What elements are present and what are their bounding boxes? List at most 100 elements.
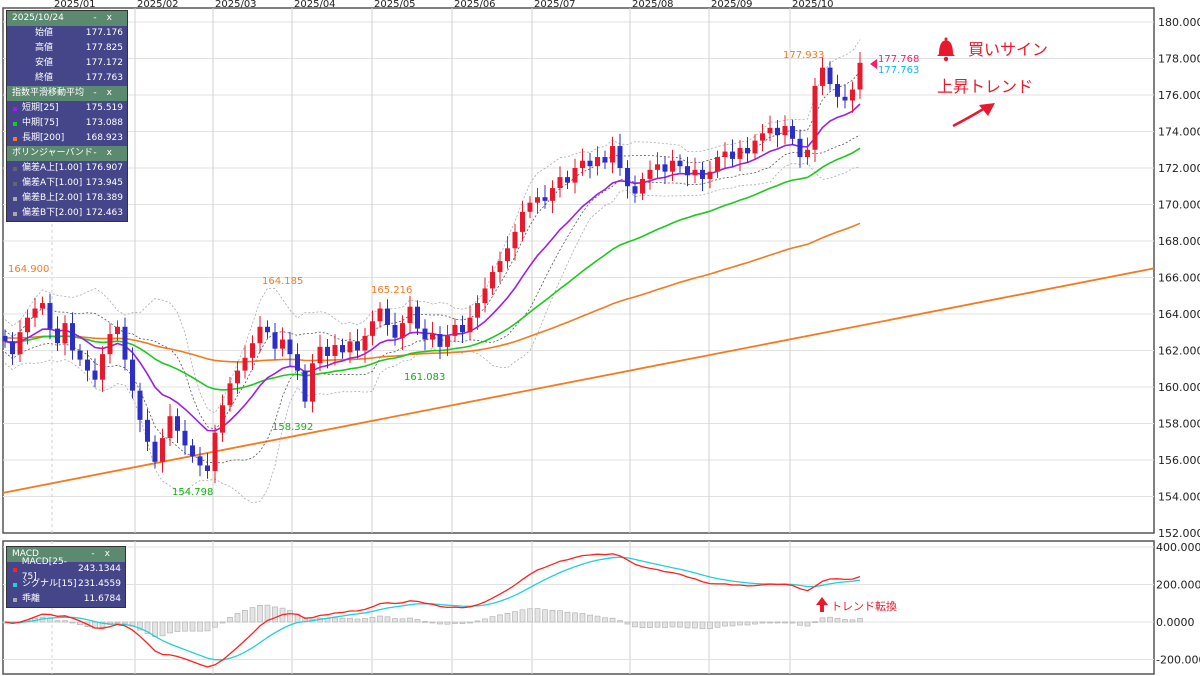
candle [790, 119, 795, 146]
candle-body [602, 157, 608, 163]
candle-body [587, 160, 593, 167]
row-label: シグナル[15] [13, 577, 76, 592]
row-value: 173.945 [85, 178, 123, 188]
macd-histogram-bar [122, 621, 128, 624]
candle-body [632, 186, 638, 194]
candle-body [280, 339, 285, 349]
macd-histogram-bar [677, 621, 683, 628]
candle-body [715, 157, 720, 172]
close-button[interactable]: x [106, 148, 122, 158]
row-label-text: MACD[25-75] [21, 556, 67, 582]
candle [400, 315, 405, 350]
macd-histogram-bar [684, 621, 691, 629]
macd-histogram-bar [264, 604, 271, 623]
close-button[interactable]: x [106, 88, 122, 98]
candle [62, 315, 68, 356]
macd-histogram-bar [662, 621, 668, 628]
candle-body [700, 169, 705, 179]
trend-arrow-head [979, 103, 995, 116]
ema-row: 短期[25] 175.519 [7, 101, 127, 116]
macd-histogram-bar [354, 618, 361, 623]
x-month-label: 2025/01 [54, 0, 96, 10]
macd-y-tick-label: 0.0000 [1156, 616, 1195, 629]
candle-body [47, 303, 53, 329]
candle-body [737, 147, 743, 159]
candle [422, 319, 428, 351]
candle-body [160, 438, 165, 462]
candle-body [422, 328, 428, 340]
macd-histogram-bar [189, 621, 196, 632]
y-tick-label: 172.000 [1158, 162, 1200, 175]
candle-body [407, 306, 413, 324]
candle [752, 134, 758, 160]
candle [77, 344, 83, 367]
minimize-button[interactable]: - [93, 88, 107, 98]
candle [692, 157, 698, 184]
candle [467, 305, 473, 341]
candle-body [850, 89, 855, 101]
macd-panel: MACD -x MACD[25-75] 243.1344 シグナル[15] 231.4… [6, 546, 126, 608]
candle-body [190, 445, 195, 457]
candle [460, 315, 465, 344]
macd-histogram-bar [767, 621, 773, 624]
macd-histogram-bar [849, 619, 856, 623]
candle [280, 327, 285, 357]
macd-histogram-bar [339, 618, 346, 623]
candle [820, 56, 825, 96]
candle-body [475, 303, 480, 318]
candle [700, 161, 705, 192]
candle-body [625, 168, 630, 187]
candle [175, 408, 180, 444]
macd-histogram-bar [242, 609, 248, 623]
candle [347, 332, 353, 364]
row-label-text: 偏差A下[1.00] [22, 178, 83, 188]
candle-body [317, 346, 323, 364]
close-button[interactable]: x [106, 13, 122, 23]
row-label: 短期[25] [13, 101, 58, 116]
candle-body [205, 465, 210, 471]
macd-histogram-bar [77, 621, 83, 626]
macd-histogram-bar [204, 621, 211, 632]
candle-body [790, 126, 795, 139]
macd-histogram-bar [714, 621, 721, 628]
candle-body [580, 160, 585, 168]
candle-body [340, 345, 345, 353]
candle-body [70, 323, 75, 351]
candle [640, 172, 645, 200]
candle-body [220, 405, 225, 433]
close-button[interactable]: x [104, 549, 120, 559]
macd-histogram-bar [752, 621, 758, 625]
row-label: 始値 [13, 26, 53, 41]
candle-body [497, 261, 503, 273]
macd-plot-frame [2, 540, 1155, 675]
candle [272, 322, 278, 360]
candle-body [595, 157, 600, 167]
macd-histogram-bar [572, 612, 578, 623]
y-tick-label: 162.000 [1158, 345, 1200, 358]
row-value: 243.1344 [78, 564, 121, 574]
y-tick-label: 174.000 [1158, 126, 1200, 139]
candle [370, 310, 375, 346]
minimize-button[interactable]: - [93, 13, 107, 23]
candle [647, 160, 653, 190]
macd-row: 乖離 11.6784 [7, 592, 125, 607]
candle [295, 343, 300, 380]
minimize-button[interactable]: - [91, 549, 105, 559]
candle-body [92, 370, 98, 380]
macd-histogram-bar [219, 621, 226, 624]
macd-histogram-bar [444, 621, 451, 625]
high-label: 165.216 [371, 285, 412, 296]
macd-histogram-bar [54, 620, 61, 623]
candle [445, 325, 450, 357]
candle [565, 170, 570, 189]
macd-histogram-bar [504, 612, 511, 623]
macd-histogram-bar [287, 610, 293, 623]
candle-body [272, 332, 278, 349]
macd-histogram-bar [519, 609, 526, 623]
macd-histogram-bar [489, 616, 496, 623]
candle-body [25, 317, 30, 333]
candle [797, 129, 803, 168]
candle [205, 453, 210, 479]
minimize-button[interactable]: - [93, 148, 107, 158]
